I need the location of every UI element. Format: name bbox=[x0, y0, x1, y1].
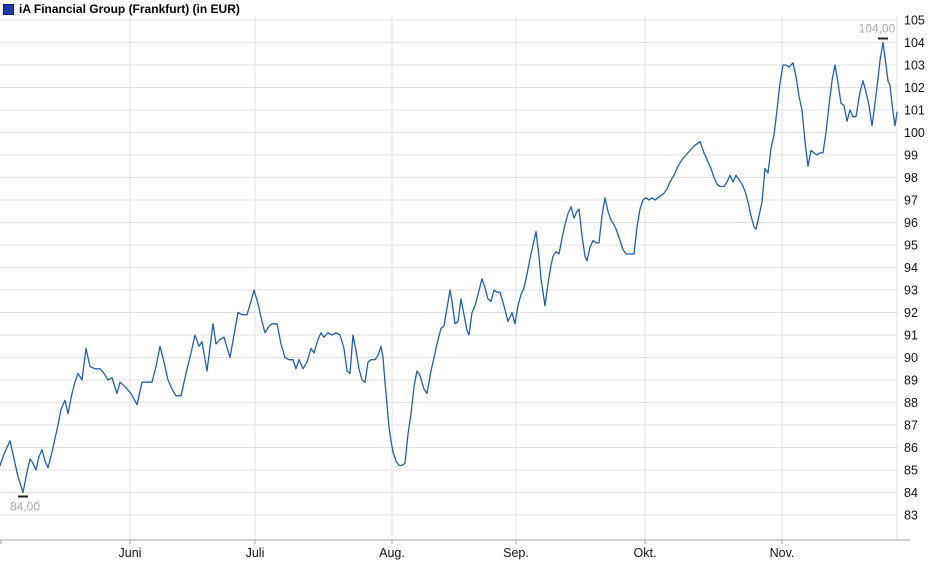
x-axis-month-label: Aug. bbox=[379, 546, 405, 560]
y-axis-label: 104 bbox=[904, 36, 925, 50]
min-value-label: 84,00 bbox=[10, 500, 40, 514]
y-axis-label: 101 bbox=[904, 104, 925, 118]
y-axis-label: 89 bbox=[904, 374, 918, 388]
y-axis-label: 103 bbox=[904, 59, 925, 73]
y-axis-label: 94 bbox=[904, 261, 918, 275]
y-axis-label: 93 bbox=[904, 284, 918, 298]
chart-title: iA Financial Group (Frankfurt) (in EUR) bbox=[19, 2, 240, 16]
y-axis-label: 95 bbox=[904, 239, 918, 253]
x-axis-month-label: Juni bbox=[119, 546, 142, 560]
x-axis-month-label: Nov. bbox=[770, 546, 795, 560]
max-value-label: 104,00 bbox=[859, 22, 896, 36]
chart-legend: iA Financial Group (Frankfurt) (in EUR) bbox=[3, 2, 240, 16]
y-axis-label: 84 bbox=[904, 486, 918, 500]
y-axis-label: 98 bbox=[904, 171, 918, 185]
price-line bbox=[0, 41, 898, 494]
x-axis-month-label: Okt. bbox=[634, 546, 657, 560]
x-axis-month-label: Juli bbox=[246, 546, 265, 560]
x-axis-month-label: Sep. bbox=[503, 546, 529, 560]
y-axis-label: 100 bbox=[904, 126, 925, 140]
y-axis-label: 91 bbox=[904, 329, 918, 343]
y-axis-label: 90 bbox=[904, 351, 918, 365]
y-axis-label: 97 bbox=[904, 194, 918, 208]
y-axis-label: 83 bbox=[904, 509, 918, 523]
y-axis-label: 99 bbox=[904, 149, 918, 163]
y-axis-label: 102 bbox=[904, 81, 925, 95]
y-axis-label: 92 bbox=[904, 306, 918, 320]
y-axis-label: 85 bbox=[904, 464, 918, 478]
y-axis-label: 87 bbox=[904, 419, 918, 433]
y-axis-label: 96 bbox=[904, 216, 918, 230]
legend-square-icon bbox=[3, 3, 14, 15]
y-axis-label: 105 bbox=[904, 14, 925, 28]
y-axis-label: 86 bbox=[904, 441, 918, 455]
y-axis-label: 88 bbox=[904, 396, 918, 410]
